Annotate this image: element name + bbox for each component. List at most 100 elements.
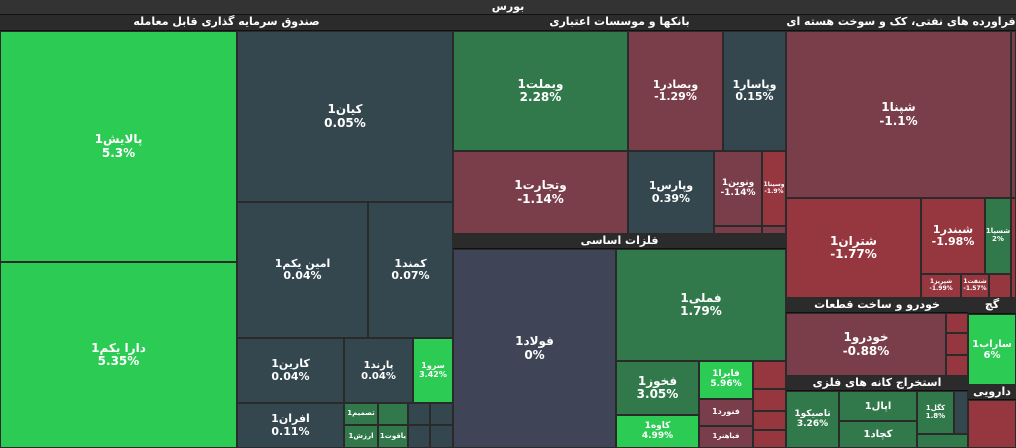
- stock-name: کمند1: [394, 256, 427, 270]
- stock-name: شپنا1: [881, 100, 916, 115]
- stock-name: ونوین1: [721, 177, 755, 188]
- stock-name: فملی1: [680, 290, 722, 305]
- stock-name: ساراب1: [972, 338, 1012, 350]
- stock-tile[interactable]: وبملت1 2.28%: [453, 31, 628, 151]
- stock-tile[interactable]: وتجارت1 -1.14%: [453, 151, 628, 234]
- stock-name: شبندر1: [932, 222, 974, 236]
- stock-tile[interactable]: [762, 226, 786, 234]
- stock-tile[interactable]: وبصادر1 -1.29%: [628, 31, 723, 151]
- stock-tile[interactable]: [714, 226, 762, 234]
- stock-tile[interactable]: وپارس1 0.39%: [628, 151, 714, 234]
- stock-tile[interactable]: دارا یکم1 5.35%: [0, 262, 237, 448]
- stock-change: 1.79%: [680, 304, 722, 318]
- stock-change: 3.42%: [419, 369, 447, 379]
- stock-tile[interactable]: فولاد1 0%: [453, 249, 616, 448]
- stock-tile[interactable]: کیان1 0.05%: [237, 31, 453, 202]
- stock-tile[interactable]: [954, 391, 968, 434]
- stock-name: امین یکم1: [274, 256, 331, 270]
- stock-tile[interactable]: [753, 389, 786, 411]
- stock-change: -1.29%: [654, 90, 697, 103]
- stock-tile[interactable]: ونوین1 -1.14%: [714, 151, 762, 226]
- stock-tile[interactable]: تصمیم1: [344, 403, 378, 425]
- stock-tile[interactable]: فملی1 1.79%: [616, 249, 786, 361]
- stock-tile[interactable]: [946, 333, 968, 355]
- stock-name: فایرا1: [712, 369, 740, 380]
- stock-tile[interactable]: سرو1 3.42%: [413, 338, 453, 403]
- stock-tile[interactable]: تاصیکو1 3.26%: [786, 391, 839, 448]
- stock-tile[interactable]: [989, 274, 1011, 298]
- stock-name: افران1: [271, 412, 310, 426]
- stock-tile[interactable]: خودرو1 -0.88%: [786, 313, 946, 376]
- stock-tile[interactable]: فنورد1: [699, 399, 753, 426]
- stock-tile[interactable]: کارین1 0.04%: [237, 338, 344, 403]
- stock-change: 6%: [983, 349, 1001, 361]
- stock-tile[interactable]: شنفت1 -1.57%: [961, 274, 989, 298]
- stock-tile[interactable]: یاقوت1: [378, 425, 408, 448]
- stock-change: 0.11%: [271, 424, 310, 438]
- stock-tile[interactable]: [378, 403, 408, 425]
- stock-name: فولاد1: [515, 334, 554, 349]
- stock-tile[interactable]: [753, 411, 786, 430]
- stock-tile[interactable]: فخوز1 3.05%: [616, 361, 699, 415]
- stock-tile[interactable]: پالایش1 5.3%: [0, 31, 237, 262]
- stock-tile[interactable]: شبندر1 -1.98%: [921, 198, 985, 274]
- stock-tile[interactable]: [430, 425, 453, 448]
- stock-tile[interactable]: وسینا1 -1.9%: [762, 151, 786, 226]
- stock-tile[interactable]: اپال1: [839, 391, 917, 421]
- stock-name: وپارس1: [648, 179, 694, 193]
- stock-change: -1.77%: [830, 247, 877, 261]
- stock-tile[interactable]: [753, 430, 786, 448]
- stock-tile[interactable]: کچاد1: [839, 421, 917, 448]
- stock-tile[interactable]: [1011, 31, 1016, 198]
- stock-change: 4.99%: [641, 430, 674, 441]
- stock-tile[interactable]: کگل1 1.8%: [917, 391, 954, 434]
- stock-name: وپاسار1: [732, 77, 777, 91]
- stock-name: کچاد1: [863, 429, 893, 440]
- stock-tile[interactable]: فباهنر1: [699, 426, 753, 448]
- stock-tile[interactable]: [430, 403, 453, 425]
- stock-change: -1.14%: [517, 191, 564, 206]
- sector-header: دارویی: [968, 385, 1016, 400]
- stock-name: شتران1: [830, 233, 877, 248]
- stock-tile[interactable]: کاوه1 4.99%: [616, 415, 699, 448]
- stock-tile[interactable]: پارند1 0.04%: [344, 338, 413, 403]
- stock-tile[interactable]: وپاسار1 0.15%: [723, 31, 786, 151]
- sector-header: خودرو و ساخت قطعات: [786, 298, 968, 313]
- market-title: بورس: [0, 0, 1016, 15]
- stock-name: کاوه1: [644, 420, 671, 431]
- stock-tile[interactable]: کمند1 0.07%: [368, 202, 453, 338]
- stock-tile[interactable]: [408, 425, 430, 448]
- stock-tile[interactable]: [917, 434, 968, 448]
- stock-tile[interactable]: ساراب1 6%: [968, 314, 1016, 385]
- stock-change: 2.28%: [519, 90, 562, 104]
- stock-tile[interactable]: ارزش1: [344, 425, 378, 448]
- sector-header: صندوق سرمایه گذاری قابل معامله: [0, 15, 453, 31]
- sector-header: استخراج کانه های فلزی: [786, 376, 968, 391]
- stock-tile[interactable]: [968, 400, 1016, 448]
- stock-tile[interactable]: افران1 0.11%: [237, 403, 344, 448]
- stock-tile[interactable]: شپنا1 -1.1%: [786, 31, 1011, 198]
- stock-change: 0.07%: [391, 269, 430, 282]
- stock-name: وبملت1: [517, 76, 564, 91]
- stock-tile[interactable]: شتران1 -1.77%: [786, 198, 921, 298]
- stock-change: 1.8%: [925, 411, 946, 420]
- stock-name: شپریز1: [929, 278, 953, 286]
- stock-change: 0.04%: [271, 369, 310, 383]
- stock-name: وبصادر1: [652, 77, 699, 91]
- stock-tile[interactable]: [408, 403, 430, 425]
- stock-change: 0.04%: [361, 370, 396, 382]
- stock-tile[interactable]: [946, 355, 968, 376]
- stock-tile[interactable]: [946, 313, 968, 333]
- stock-name: دارا یکم1: [91, 340, 146, 355]
- stock-name: یاقوت1: [379, 431, 407, 440]
- stock-name: ارزش1: [348, 431, 374, 440]
- stock-tile[interactable]: شپریز1 -1.99%: [921, 274, 961, 298]
- stock-tile[interactable]: [753, 361, 786, 389]
- stock-tile[interactable]: امین یکم1 0.04%: [237, 202, 368, 338]
- stock-tile[interactable]: شسپا1 2%: [985, 198, 1011, 274]
- stock-tile[interactable]: [1011, 198, 1016, 298]
- stock-tile[interactable]: فایرا1 5.96%: [699, 361, 753, 399]
- stock-name: تاصیکو1: [794, 408, 831, 419]
- stock-change: 2%: [992, 235, 1004, 243]
